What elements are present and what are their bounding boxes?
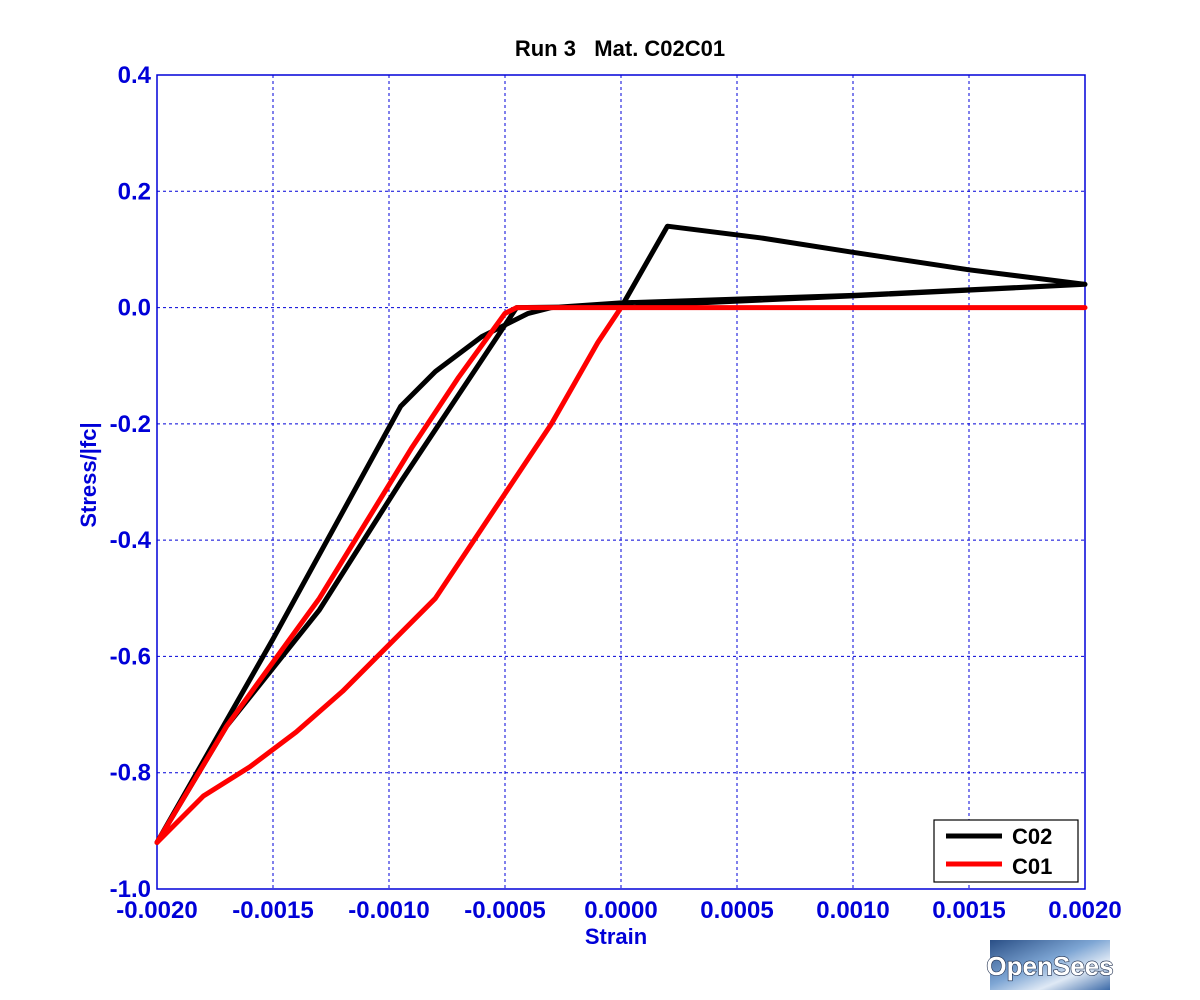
x-axis-label: Strain [585, 924, 647, 949]
y-tick-label: 0.2 [118, 178, 151, 205]
x-tick-label: 0.0020 [1048, 897, 1121, 924]
y-tick-labels: 0.4 0.2 0.0 -0.2 -0.4 -0.6 -0.8 -1.0 [110, 62, 152, 903]
x-tick-label: -0.0010 [348, 897, 429, 924]
chart-title: Run 3 Mat. C02C01 [515, 36, 725, 61]
series-lines [154, 223, 1088, 845]
legend-label-c02: C02 [1012, 824, 1052, 849]
y-tick-label: -0.4 [110, 527, 152, 554]
x-tick-label: -0.0020 [116, 897, 197, 924]
legend-box [933, 819, 1079, 883]
y-tick-label: 0.4 [118, 62, 152, 89]
series-line-c02 [154, 223, 1088, 845]
y-tick-label: -0.8 [110, 760, 151, 787]
logo-text: OpenSees [986, 951, 1113, 981]
x-tick-label: 0.0015 [932, 897, 1005, 924]
y-tick-label: 0.0 [118, 295, 151, 322]
y-tick-label: -1.0 [110, 876, 151, 903]
x-tick-label: 0.0000 [584, 897, 657, 924]
legend: C02 C01 [933, 819, 1079, 883]
x-tick-label: 0.0010 [816, 897, 889, 924]
plot-frame [156, 74, 1086, 890]
x-tick-label: 0.0005 [700, 897, 773, 924]
opensees-logo: OpenSees [986, 940, 1114, 990]
y-tick-label: -0.6 [110, 643, 151, 670]
x-tick-label: -0.0015 [232, 897, 313, 924]
y-tick-label: -0.2 [110, 411, 151, 438]
legend-label-c01: C01 [1012, 854, 1052, 879]
x-tick-label: -0.0005 [464, 897, 545, 924]
x-tick-labels: -0.0020 -0.0015 -0.0010 -0.0005 0.0000 0.0005… [116, 897, 1121, 924]
series-line-c01 [154, 305, 1088, 845]
y-axis-label: Stress/|fc| [76, 422, 101, 527]
grid [157, 75, 1085, 889]
